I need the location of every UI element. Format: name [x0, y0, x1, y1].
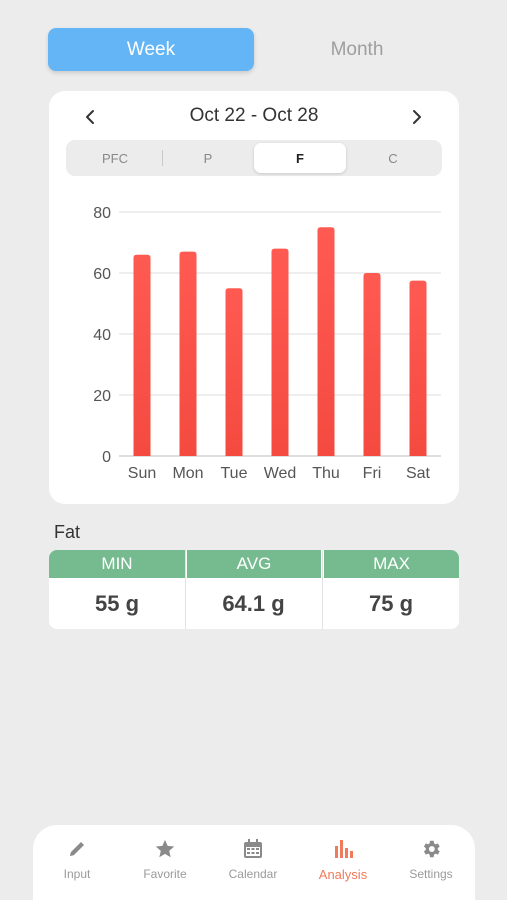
month-button[interactable]: Month	[330, 38, 384, 60]
tab-c[interactable]: C	[388, 150, 398, 166]
y-tick-label: 20	[93, 388, 111, 405]
bar-sun	[133, 254, 151, 456]
y-tick-label: 60	[93, 266, 111, 283]
stat-min: MIN 55 g	[49, 550, 185, 629]
x-tick-label: Thu	[312, 465, 340, 482]
bar-chart-icon	[331, 837, 355, 861]
date-navigation: Oct 22 - Oct 28	[49, 101, 459, 133]
y-tick-label: 40	[93, 327, 111, 344]
tab-pfc[interactable]: PFC	[102, 150, 128, 166]
x-tick-label: Sat	[406, 465, 431, 482]
tab-divider	[162, 150, 163, 166]
bar-fri	[363, 273, 381, 456]
date-range-label: Oct 22 - Oct 28	[189, 105, 319, 126]
stat-avg: AVG 64.1 g	[185, 550, 321, 629]
x-tick-label: Tue	[221, 465, 248, 482]
stat-value-max: 75 g	[368, 590, 414, 616]
star-icon	[153, 837, 177, 861]
nav-item-favorite[interactable]: Favorite	[121, 837, 209, 887]
chevron-right-icon[interactable]	[403, 103, 431, 131]
nav-label-analysis: Analysis	[318, 867, 368, 882]
nav-item-analysis[interactable]: Analysis	[299, 837, 387, 887]
nav-item-settings[interactable]: Settings	[387, 837, 475, 887]
fat-bar-chart: 0 20 40 60 80 Sun Mon Tue Wed Thu Fri Sat	[93, 205, 441, 482]
stat-max: MAX 75 g	[322, 550, 459, 629]
tab-f[interactable]: F	[254, 143, 346, 173]
bar-tue	[225, 288, 243, 456]
y-tick-label: 80	[93, 205, 111, 222]
nav-item-input[interactable]: Input	[33, 837, 121, 887]
x-tick-label: Mon	[172, 465, 203, 482]
nav-item-calendar[interactable]: Calendar	[209, 837, 297, 887]
x-tick-label: Fri	[363, 465, 382, 482]
stat-header-min: MIN	[49, 550, 185, 578]
nav-label-settings: Settings	[409, 867, 453, 881]
stat-header-avg: AVG	[186, 550, 321, 578]
stat-value-min: 55 g	[94, 590, 140, 616]
bar-wed	[271, 248, 289, 456]
bar-mon	[179, 251, 197, 456]
stat-value-avg: 64.1 g	[222, 590, 285, 616]
nav-label-calendar: Calendar	[228, 867, 278, 881]
bar-sat	[409, 280, 427, 456]
nutrient-tabs: PFC P F C	[66, 140, 442, 176]
summary-table: MIN 55 g AVG 64.1 g MAX 75 g	[49, 550, 459, 629]
y-tick-label: 0	[102, 449, 111, 466]
x-tick-label: Sun	[128, 465, 156, 482]
week-button[interactable]: Week	[48, 28, 254, 71]
stat-header-max: MAX	[323, 550, 459, 578]
chart-card: Oct 22 - Oct 28 PFC P F C 0 20 40 60 80 Sun Mo…	[49, 91, 459, 504]
bottom-navigation: Input Favorite Calendar	[33, 825, 475, 900]
calendar-icon	[241, 837, 265, 861]
bar-thu	[317, 227, 335, 456]
nav-label-favorite: Favorite	[143, 867, 187, 881]
x-tick-label: Wed	[264, 465, 297, 482]
nav-label-input: Input	[63, 867, 91, 881]
period-toggle: Week Month	[48, 28, 460, 72]
tab-p[interactable]: P	[203, 150, 213, 166]
summary-title: Fat	[54, 522, 81, 542]
chevron-left-icon[interactable]	[76, 103, 104, 131]
gear-icon	[419, 837, 443, 861]
pencil-icon	[65, 837, 89, 861]
